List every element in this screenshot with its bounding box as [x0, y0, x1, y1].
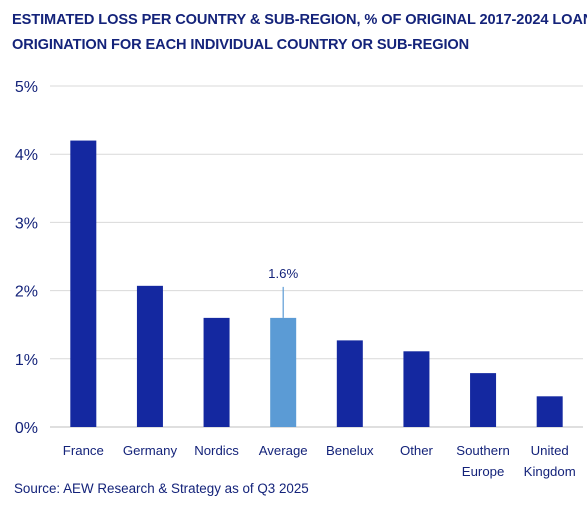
y-tick-label: 0%: [15, 420, 38, 437]
bar: [70, 140, 97, 427]
x-tick-label: France: [63, 443, 104, 458]
bar: [536, 396, 563, 427]
chart-title: ESTIMATED LOSS PER COUNTRY & SUB-REGION,…: [12, 8, 587, 58]
bar: [136, 285, 163, 427]
bar: [336, 340, 363, 427]
x-tick-label: Other: [400, 443, 434, 458]
x-tick-label: Benelux: [326, 443, 374, 458]
chart-title-line-1: ESTIMATED LOSS PER COUNTRY & SUB-REGION,…: [12, 12, 587, 28]
y-tick-label: 1%: [15, 352, 38, 369]
x-tick-label: Nordics: [194, 443, 239, 458]
x-tick-label: Germany: [123, 443, 178, 458]
chart-title-line-2: ORIGINATION FOR EACH INDIVIDUAL COUNTRY …: [12, 37, 470, 53]
bar: [403, 351, 430, 427]
data-label: 1.6%: [268, 266, 298, 281]
y-tick-label: 2%: [15, 284, 38, 301]
x-tick-label: Average: [259, 443, 308, 458]
x-tick-label: Southern: [456, 443, 510, 458]
bar: [203, 317, 230, 427]
y-tick-label: 5%: [15, 79, 38, 96]
x-tick-label: United: [531, 443, 569, 458]
x-tick-label: Kingdom: [524, 464, 576, 479]
bar: [470, 373, 497, 427]
x-tick-label: Europe: [462, 464, 505, 479]
y-tick-label: 3%: [15, 215, 38, 232]
source-note: Source: AEW Research & Strategy as of Q3…: [14, 481, 309, 496]
y-tick-label: 4%: [15, 147, 38, 164]
bar: [270, 317, 297, 427]
